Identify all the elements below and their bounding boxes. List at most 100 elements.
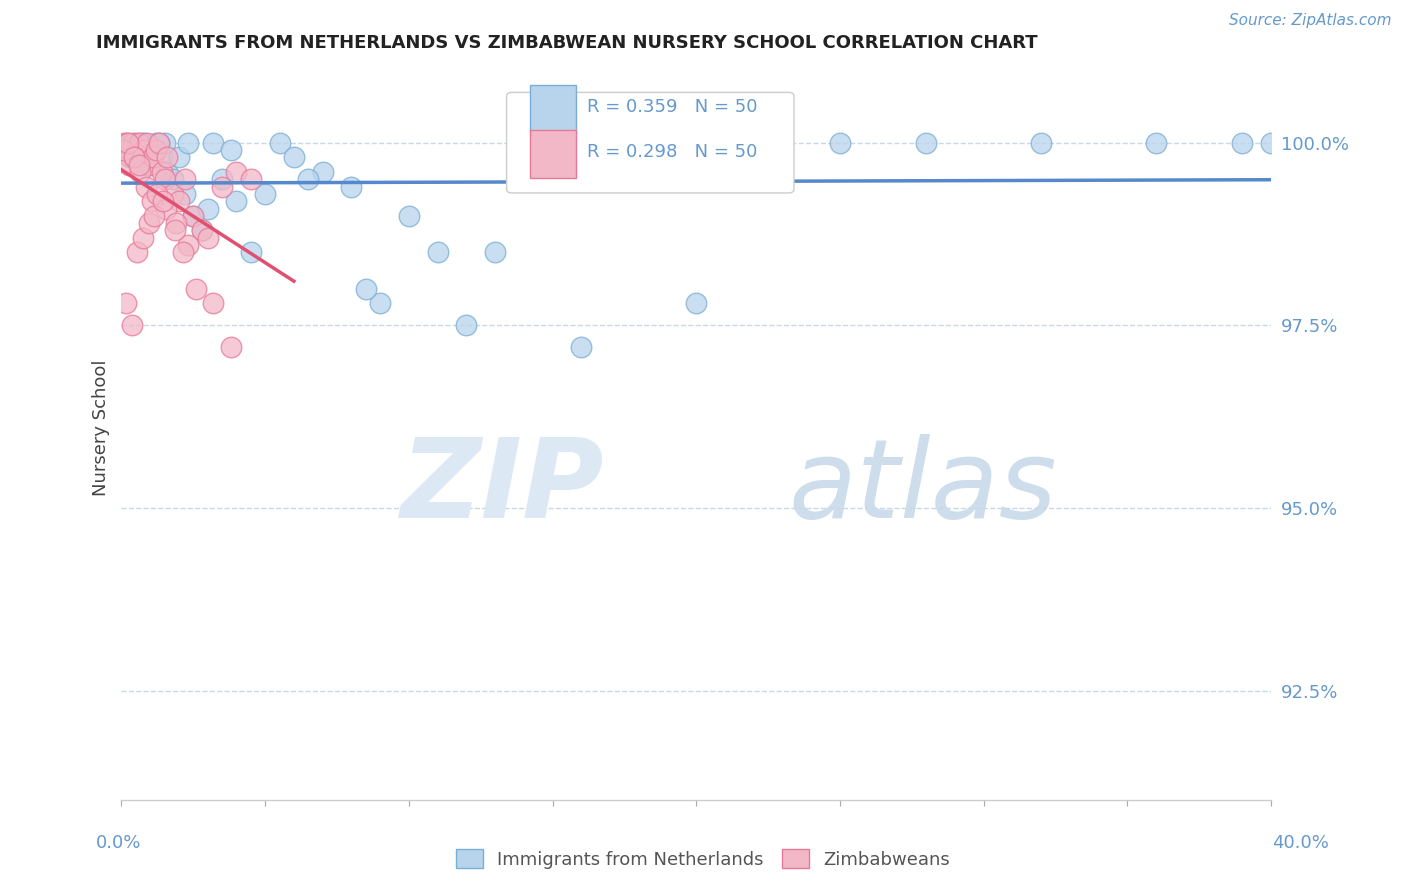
Text: atlas: atlas xyxy=(789,434,1057,541)
FancyBboxPatch shape xyxy=(530,85,575,134)
Point xyxy=(167,194,190,209)
Text: 40.0%: 40.0% xyxy=(1272,834,1329,852)
Point xyxy=(132,231,155,245)
Point xyxy=(122,143,145,157)
Point xyxy=(153,172,176,186)
Point xyxy=(152,194,174,209)
Point xyxy=(138,216,160,230)
Point xyxy=(111,143,134,157)
Point xyxy=(167,150,190,164)
Point xyxy=(117,158,139,172)
Point xyxy=(239,245,262,260)
Point xyxy=(124,150,146,164)
Point xyxy=(211,172,233,186)
Point xyxy=(283,150,305,164)
Point xyxy=(143,209,166,223)
Text: R = 0.298   N = 50: R = 0.298 N = 50 xyxy=(588,143,758,161)
Point xyxy=(163,223,186,237)
Point xyxy=(219,143,242,157)
Point xyxy=(219,340,242,354)
Point xyxy=(340,179,363,194)
Point xyxy=(153,136,176,150)
Point xyxy=(135,179,157,194)
Point xyxy=(139,150,162,164)
Point xyxy=(120,150,142,164)
Point xyxy=(541,136,564,150)
Point xyxy=(176,136,198,150)
Point xyxy=(398,209,420,223)
Point xyxy=(155,202,177,216)
Point xyxy=(129,165,152,179)
Point xyxy=(142,150,165,164)
Point xyxy=(142,143,165,157)
Point xyxy=(134,143,156,157)
Point xyxy=(115,136,138,150)
Point xyxy=(225,194,247,209)
Point xyxy=(141,194,163,209)
Point xyxy=(139,158,162,172)
Point xyxy=(122,136,145,150)
Point xyxy=(148,136,170,150)
Point xyxy=(202,296,225,310)
Point xyxy=(211,179,233,194)
FancyBboxPatch shape xyxy=(506,93,794,193)
Point xyxy=(239,172,262,186)
Point xyxy=(254,186,277,201)
Point xyxy=(915,136,938,150)
Point xyxy=(1232,136,1254,150)
Point xyxy=(145,136,167,150)
Text: ZIP: ZIP xyxy=(401,434,605,541)
Point xyxy=(197,202,219,216)
Point xyxy=(128,158,150,172)
Point xyxy=(162,172,184,186)
Point xyxy=(173,172,195,186)
Point xyxy=(131,150,153,164)
Point xyxy=(297,172,319,186)
Point xyxy=(225,165,247,179)
Point xyxy=(125,143,148,157)
Point xyxy=(146,186,169,201)
Point xyxy=(148,136,170,150)
Point xyxy=(191,223,214,237)
Point xyxy=(172,245,194,260)
Point xyxy=(156,165,179,179)
Point xyxy=(136,158,159,172)
Point xyxy=(197,231,219,245)
Point xyxy=(150,165,173,179)
Point xyxy=(156,150,179,164)
Point xyxy=(1031,136,1053,150)
Legend: Immigrants from Netherlands, Zimbabweans: Immigrants from Netherlands, Zimbabweans xyxy=(449,842,957,876)
Point xyxy=(354,282,377,296)
Point xyxy=(828,136,851,150)
Point xyxy=(181,209,204,223)
Text: R = 0.359   N = 50: R = 0.359 N = 50 xyxy=(588,98,758,116)
Point xyxy=(657,136,679,150)
Point xyxy=(426,245,449,260)
Point xyxy=(186,282,208,296)
FancyBboxPatch shape xyxy=(530,129,575,178)
Point xyxy=(121,318,143,333)
Point xyxy=(685,296,707,310)
Point xyxy=(134,136,156,150)
Point xyxy=(127,245,149,260)
Point xyxy=(136,136,159,150)
Point xyxy=(162,186,184,201)
Point xyxy=(120,150,142,164)
Point xyxy=(1260,136,1282,150)
Point xyxy=(191,223,214,237)
Point xyxy=(599,136,621,150)
Point xyxy=(117,136,139,150)
Y-axis label: Nursery School: Nursery School xyxy=(93,359,110,496)
Point xyxy=(202,136,225,150)
Point xyxy=(150,150,173,164)
Point xyxy=(456,318,478,333)
Point xyxy=(125,136,148,150)
Point xyxy=(569,340,592,354)
Point xyxy=(176,238,198,252)
Text: Source: ZipAtlas.com: Source: ZipAtlas.com xyxy=(1229,13,1392,29)
Point xyxy=(484,245,506,260)
Point xyxy=(128,143,150,157)
Point xyxy=(269,136,291,150)
Point xyxy=(131,136,153,150)
Point xyxy=(173,186,195,201)
